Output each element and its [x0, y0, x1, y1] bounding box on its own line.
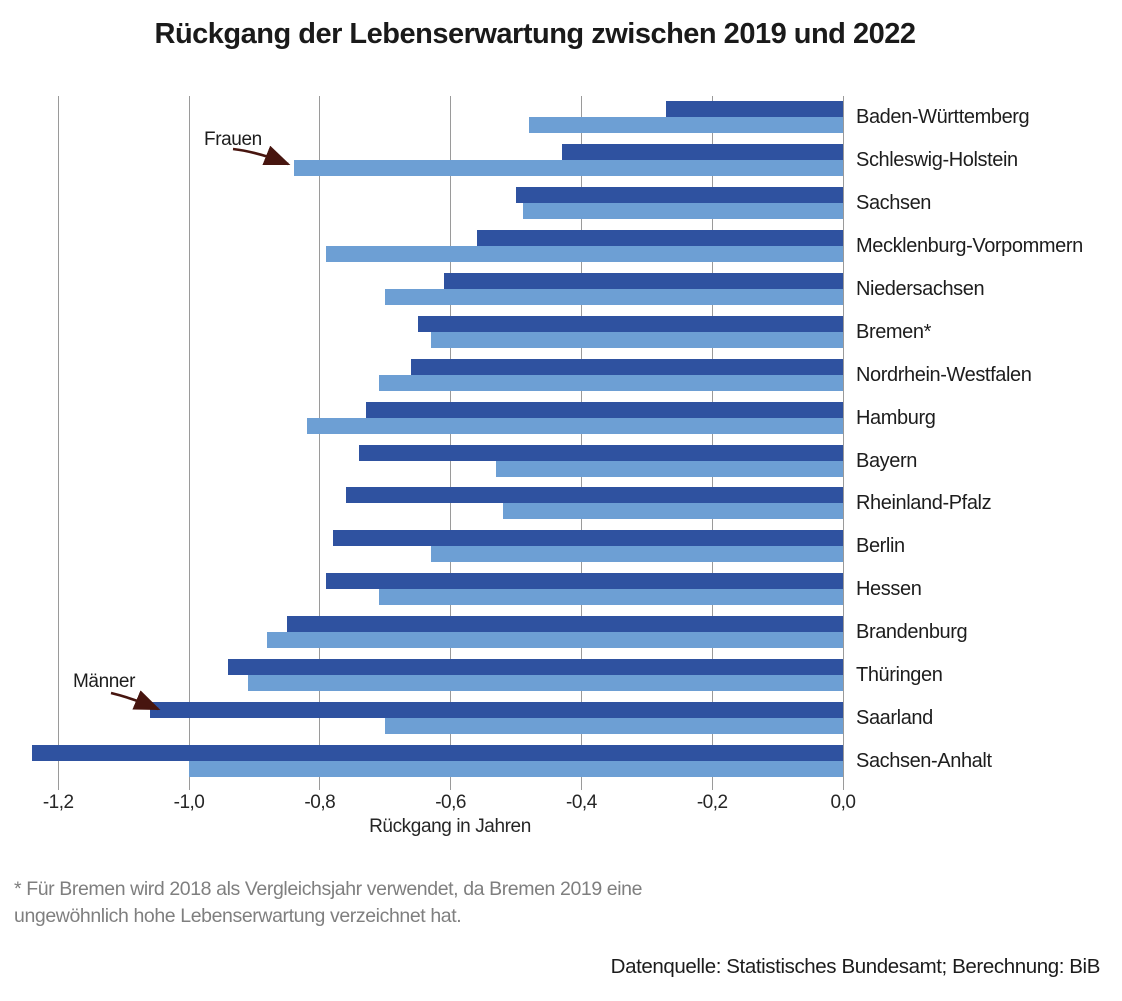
bar-frauen-berlin	[430, 546, 843, 562]
gridline-0,0	[842, 96, 844, 790]
maenner-arrow-icon	[110, 690, 161, 711]
state-label: Brandenburg	[856, 621, 968, 643]
bar-frauen-brandenburg	[267, 632, 843, 648]
x-tick-label: -1,0	[173, 792, 205, 813]
bar-frauen-nordrhein-westfalen	[378, 375, 843, 391]
bar-frauen-niedersachsen	[385, 289, 843, 305]
gridline--0,8	[319, 96, 321, 790]
state-label: Berlin	[856, 535, 905, 557]
bar-männer-bayern	[359, 445, 843, 461]
state-label: Baden-Württemberg	[856, 106, 1030, 128]
footnote: * Für Bremen wird 2018 als Vergleichsjah…	[14, 878, 643, 927]
bar-männer-baden-württemberg	[666, 101, 843, 117]
state-label: Bremen*	[856, 321, 932, 343]
bar-frauen-sachsen-anhalt	[189, 761, 843, 777]
bar-männer-brandenburg	[287, 616, 843, 632]
annotation-maenner-label: Männer	[73, 671, 136, 692]
state-label: Bayern	[856, 450, 917, 472]
bar-männer-niedersachsen	[444, 273, 843, 289]
bar-frauen-mecklenburg-vorpommern	[326, 246, 843, 262]
bar-frauen-bremen-	[430, 332, 843, 348]
state-label: Saarland	[856, 707, 933, 729]
gridline--0,6	[450, 96, 452, 790]
bar-männer-rheinland-pfalz	[345, 487, 843, 503]
annotation-frauen-label: Frauen	[204, 129, 262, 150]
state-label: Mecklenburg-Vorpommern	[856, 235, 1083, 257]
state-label: Hessen	[856, 578, 922, 600]
gridline--1,0	[188, 96, 190, 790]
bar-männer-sachsen	[516, 187, 843, 203]
state-label: Schleswig-Holstein	[856, 149, 1018, 171]
bar-männer-saarland	[149, 702, 843, 718]
bar-frauen-schleswig-holstein	[293, 160, 843, 176]
bar-frauen-hessen	[378, 589, 843, 605]
bar-männer-hamburg	[365, 402, 843, 418]
state-label: Sachsen-Anhalt	[856, 750, 992, 772]
x-tick-label: -0,2	[696, 792, 728, 813]
state-label: Sachsen	[856, 192, 932, 214]
state-label: Rheinland-Pfalz	[856, 492, 992, 514]
frauen-arrow-icon	[232, 146, 291, 166]
x-tick-label: -0,4	[566, 792, 597, 813]
gridline--0,2	[711, 96, 713, 790]
bar-frauen-sachsen	[522, 203, 843, 219]
bar-frauen-bayern	[496, 461, 843, 477]
x-tick-label: 0,0	[830, 792, 856, 813]
bar-männer-berlin	[332, 530, 843, 546]
x-tick-label: -0,6	[435, 792, 466, 813]
state-label: Nordrhein-Westfalen	[856, 364, 1032, 386]
bar-frauen-baden-württemberg	[529, 117, 843, 133]
state-label: Thüringen	[856, 664, 943, 686]
bar-frauen-thüringen	[247, 675, 843, 691]
bar-frauen-hamburg	[306, 418, 843, 434]
bar-männer-thüringen	[228, 659, 843, 675]
bar-männer-nordrhein-westfalen	[411, 359, 843, 375]
x-axis-label: Rückgang in Jahren	[369, 816, 531, 837]
gridline--1,2	[57, 96, 59, 790]
bar-frauen-saarland	[385, 718, 843, 734]
bar-männer-bremen-	[417, 316, 843, 332]
x-tick-label: -1,2	[42, 792, 74, 813]
source-credit: Datenquelle: Statistisches Bundesamt; Be…	[610, 955, 1101, 978]
gridline--0,4	[580, 96, 582, 790]
state-label: Niedersachsen	[856, 278, 985, 300]
state-label: Hamburg	[856, 407, 936, 429]
bar-männer-mecklenburg-vorpommern	[476, 230, 843, 246]
bar-frauen-rheinland-pfalz	[502, 503, 843, 519]
chart-title: Rückgang der Lebenserwartung zwischen 20…	[154, 18, 916, 50]
bar-männer-hessen	[326, 573, 843, 589]
x-tick-label: -0,8	[304, 792, 336, 813]
bar-männer-schleswig-holstein	[561, 144, 843, 160]
bar-männer-sachsen-anhalt	[32, 745, 843, 761]
